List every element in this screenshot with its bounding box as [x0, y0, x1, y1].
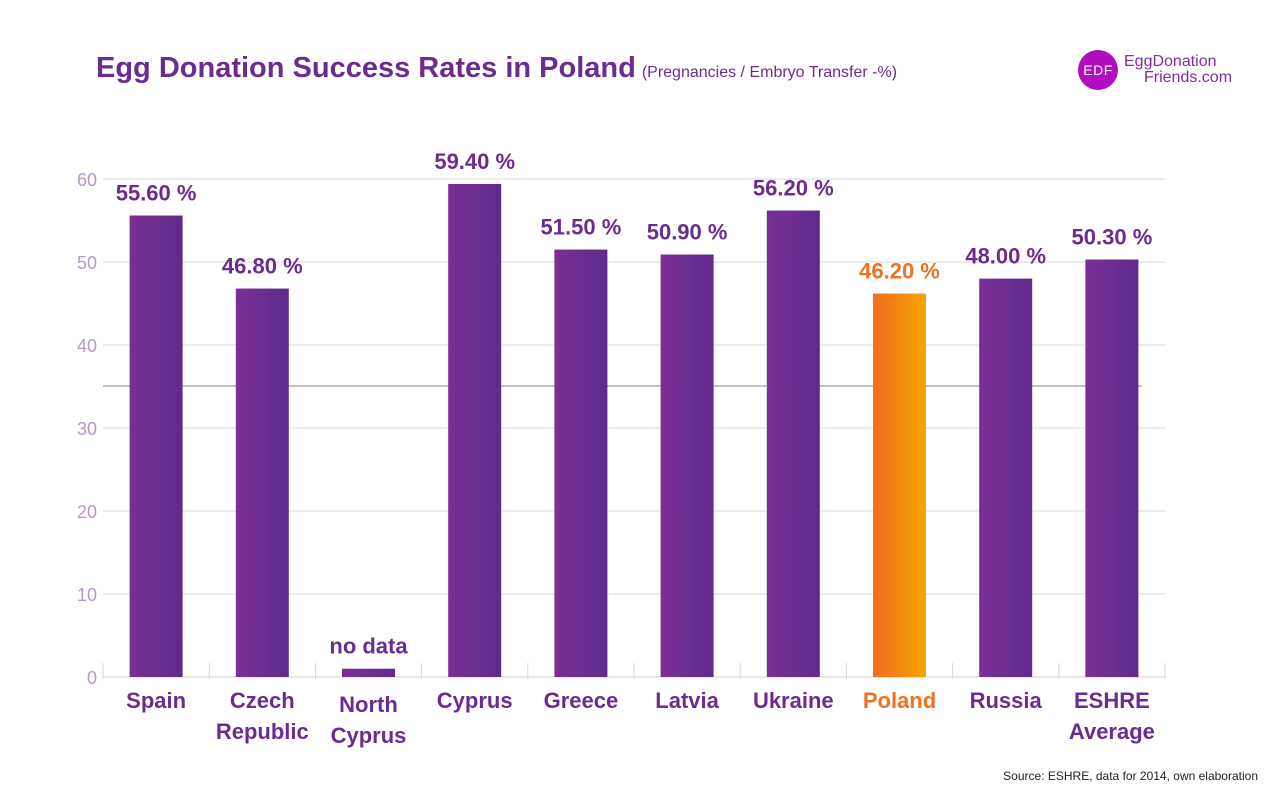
source-note: Source: ESHRE, data for 2014, own elabor… [1003, 769, 1258, 783]
bar [235, 288, 289, 677]
x-tick-label: Latvia [655, 688, 719, 713]
x-tick-label: North [339, 692, 398, 717]
y-tick-label: 0 [87, 668, 97, 688]
y-tick-label: 30 [77, 419, 97, 439]
data-label: 48.00 % [965, 244, 1046, 269]
bar [979, 278, 1033, 677]
bar [448, 183, 502, 678]
chart-subtitle: (Pregnancies / Embryo Transfer -%) [641, 64, 898, 81]
x-tick-label: Poland [863, 688, 936, 713]
x-tick-label: Russia [970, 688, 1043, 713]
data-label: 59.40 % [434, 149, 515, 174]
x-tick-label: Republic [216, 719, 309, 744]
data-label: 46.80 % [222, 254, 303, 279]
logo-badge: EDF [1078, 50, 1118, 90]
x-tick-label: Czech [230, 688, 295, 713]
x-tick-label: Spain [126, 688, 186, 713]
data-label: 50.30 % [1072, 225, 1153, 250]
bar [1085, 259, 1139, 677]
data-label: 56.20 % [753, 176, 834, 201]
bar [554, 249, 608, 678]
y-tick-label: 40 [77, 336, 97, 356]
y-tick-label: 50 [77, 253, 97, 273]
x-tick-label: Cyprus [331, 723, 407, 748]
label-layer: 0 10 20 30 40 50 60 55.60 % Spain 46.80 % Czech Rep… [77, 149, 1155, 748]
data-label: 55.60 % [116, 181, 197, 206]
y-tick-label: 10 [77, 585, 97, 605]
x-tick-label: Ukraine [753, 688, 834, 713]
data-label: no data [329, 634, 408, 659]
bar-layer [129, 183, 1139, 678]
brand-logo[interactable]: EDF EggDonation Friends.com [1078, 50, 1232, 90]
x-tick-label: ESHRE [1074, 688, 1150, 713]
bar [873, 293, 926, 677]
x-tick-label: Cyprus [437, 688, 513, 713]
y-tick-label: 60 [77, 170, 97, 190]
logo-line-2: Friends.com [1144, 69, 1233, 86]
data-label: 51.50 % [541, 215, 622, 240]
data-label: 46.20 % [859, 259, 940, 284]
bar [129, 215, 183, 677]
logo-line-1: EggDonation [1124, 53, 1217, 70]
bar [342, 668, 395, 677]
bar [766, 210, 820, 678]
logo-wordmark: EggDonation Friends.com [1124, 54, 1232, 86]
x-tick-label: Average [1069, 719, 1155, 744]
data-label: 50.90 % [647, 220, 728, 245]
chart-title: Egg Donation Success Rates in Poland (Pre… [96, 52, 897, 85]
bar [660, 254, 714, 677]
title-text: Egg Donation Success Rates in Poland [96, 52, 636, 84]
x-tick-label: Greece [544, 688, 619, 713]
y-tick-label: 20 [77, 502, 97, 522]
